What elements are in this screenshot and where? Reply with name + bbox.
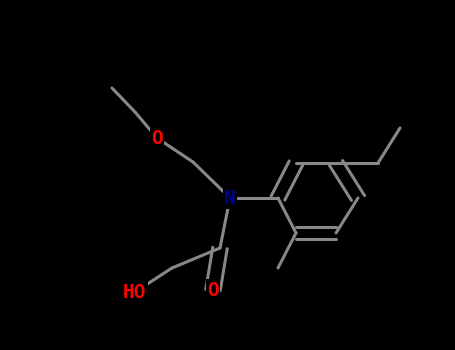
Text: N: N <box>224 189 236 208</box>
Text: HO: HO <box>123 282 147 301</box>
Text: O: O <box>207 280 219 300</box>
Text: O: O <box>151 128 163 147</box>
